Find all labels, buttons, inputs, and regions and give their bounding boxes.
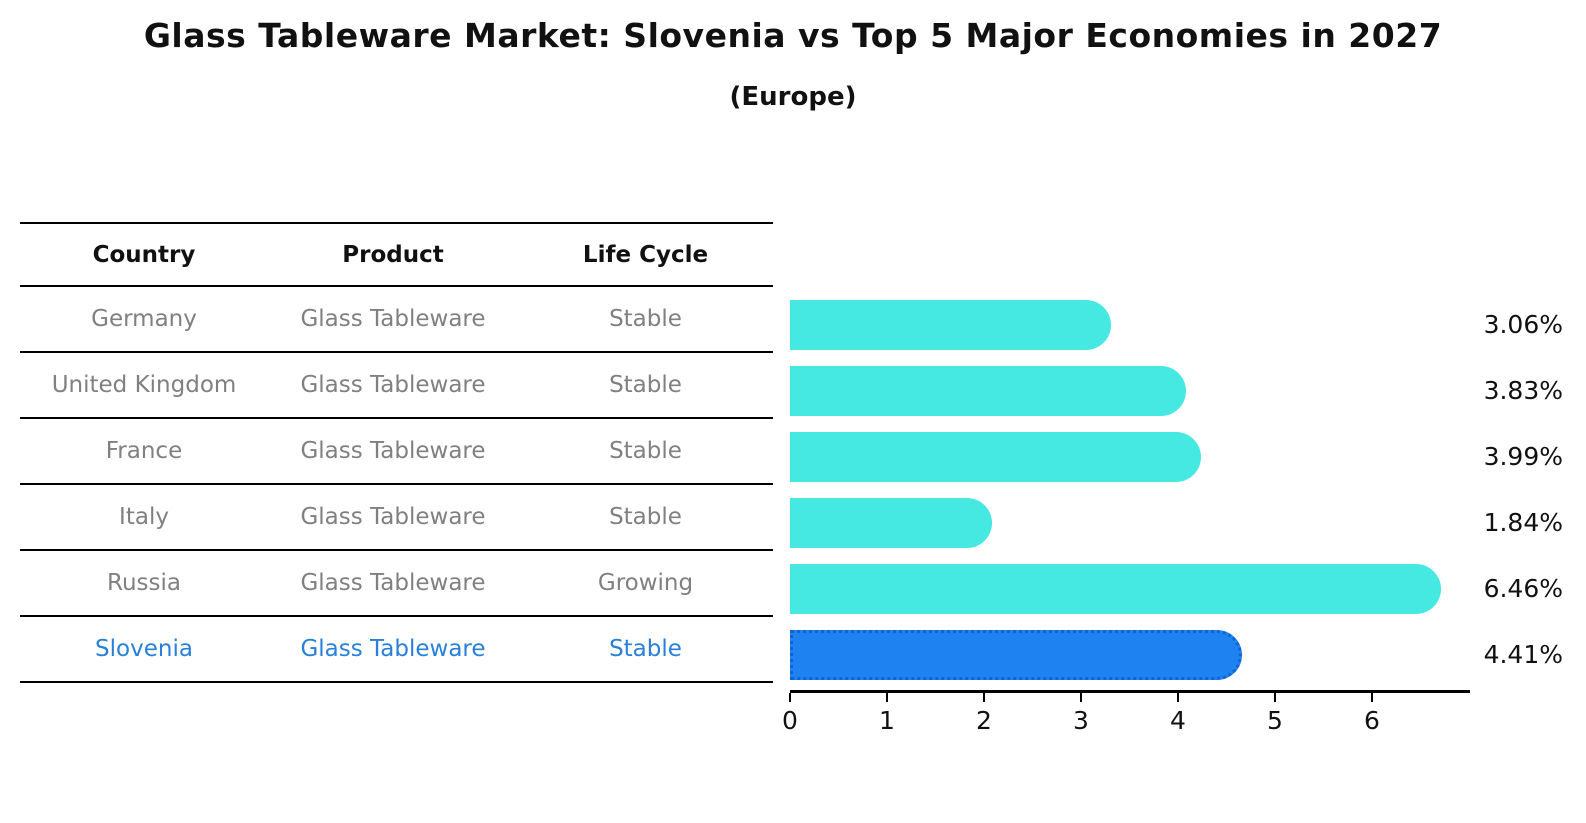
cell-product: Glass Tableware (300, 504, 486, 530)
page-title: Glass Tableware Market: Slovenia vs Top … (143, 16, 1443, 55)
value-label-italy: 1.84% (1483, 508, 1563, 537)
x-axis-tick-label-6: 6 (1364, 706, 1380, 735)
x-axis-tick-3 (1080, 693, 1082, 702)
bar-slovenia (790, 630, 1242, 680)
cell-country: Italy (119, 504, 169, 530)
x-axis-tick-2 (983, 693, 985, 702)
x-axis-line (790, 690, 1470, 693)
cell-product: Glass Tableware (300, 438, 486, 464)
value-label-united-kingdom: 3.83% (1483, 376, 1563, 405)
bar-united-kingdom (790, 366, 1186, 416)
value-label-france: 3.99% (1483, 442, 1563, 471)
value-label-slovenia: 4.41% (1483, 640, 1563, 669)
cell-life-cycle: Stable (609, 636, 682, 662)
table-header-row: Country Product Life Cycle (20, 222, 773, 287)
table-row-slovenia: Slovenia Glass Tableware Stable (20, 617, 773, 683)
table-row-germany: Germany Glass Tableware Stable (20, 287, 773, 353)
table-row-russia: Russia Glass Tableware Growing (20, 551, 773, 617)
x-axis-tick-1 (886, 693, 888, 702)
x-axis-tick-0 (789, 693, 791, 702)
cell-life-cycle: Stable (609, 504, 682, 530)
x-axis-tick-label-1: 1 (879, 706, 895, 735)
page-subtitle: (Europe) (729, 82, 857, 112)
cell-country: Slovenia (95, 636, 193, 662)
column-header-product: Product (342, 241, 444, 268)
bar-italy (790, 498, 992, 548)
cell-country: France (105, 438, 183, 464)
cell-country: Germany (91, 306, 197, 332)
x-axis-tick-4 (1177, 693, 1179, 702)
cell-country: United Kingdom (51, 372, 237, 398)
value-labels: 3.06% 3.83% 3.99% 1.84% 6.46% 4.41% (1466, 300, 1563, 692)
cell-life-cycle: Stable (609, 372, 682, 398)
value-label-germany: 3.06% (1483, 310, 1563, 339)
x-axis-tick-label-3: 3 (1073, 706, 1089, 735)
x-axis-tick-label-2: 2 (976, 706, 992, 735)
table-row-france: France Glass Tableware Stable (20, 419, 773, 485)
cell-life-cycle: Growing (597, 570, 694, 596)
bar-france (790, 432, 1201, 482)
x-axis-tick-label-0: 0 (782, 706, 798, 735)
x-axis-tick-label-4: 4 (1170, 706, 1186, 735)
bar-germany (790, 300, 1111, 350)
column-header-country: Country (92, 241, 196, 268)
x-axis-tick-6 (1371, 693, 1373, 702)
value-label-russia: 6.46% (1483, 574, 1563, 603)
cell-product: Glass Tableware (300, 636, 486, 662)
cell-product: Glass Tableware (300, 306, 486, 332)
bar-chart: 0 1 2 3 4 5 6 (782, 300, 1480, 735)
cell-life-cycle: Stable (609, 438, 682, 464)
cell-product: Glass Tableware (300, 372, 486, 398)
column-header-life-cycle: Life Cycle (582, 241, 709, 268)
bar-russia (790, 564, 1441, 614)
table-row-italy: Italy Glass Tableware Stable (20, 485, 773, 551)
cell-product: Glass Tableware (300, 570, 486, 596)
x-axis-tick-label-5: 5 (1267, 706, 1283, 735)
country-table: Country Product Life Cycle Germany Glass … (20, 222, 773, 683)
table-body: Germany Glass Tableware Stable United Kingd… (20, 287, 773, 683)
table-row-united-kingdom: United Kingdom Glass Tableware Stable (20, 353, 773, 419)
cell-life-cycle: Stable (609, 306, 682, 332)
x-axis-tick-5 (1274, 693, 1276, 702)
cell-country: Russia (107, 570, 181, 596)
